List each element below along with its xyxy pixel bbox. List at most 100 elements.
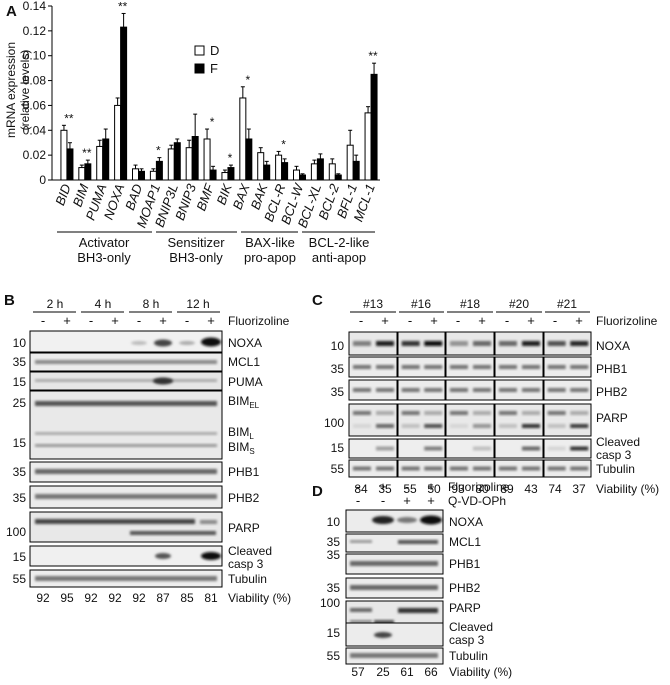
band bbox=[376, 466, 394, 471]
band bbox=[424, 341, 443, 346]
protein-label-noxa: NOXA bbox=[449, 515, 483, 529]
marker: 15 bbox=[13, 375, 27, 389]
category-label: BID bbox=[52, 182, 74, 207]
bar-d bbox=[60, 129, 68, 181]
group-label-activator-2: BH3-only bbox=[77, 250, 131, 265]
group-label-activator-1: Activator bbox=[79, 235, 130, 250]
blot-phb1 bbox=[348, 356, 398, 378]
patient-label: #13 bbox=[363, 297, 383, 311]
viability-row: 84 35 55 50 93 80 89 43 74 37 Viability … bbox=[354, 482, 659, 496]
marker: 35 bbox=[13, 355, 27, 369]
band bbox=[547, 446, 566, 451]
marker: 55 bbox=[331, 462, 345, 476]
bar-f bbox=[84, 163, 92, 181]
marker: 10 bbox=[327, 515, 341, 529]
protein-label-mcl1: MCL1 bbox=[449, 535, 481, 549]
group-label-bax-like-1: BAX-like bbox=[245, 235, 295, 250]
viability-value: 92 bbox=[84, 591, 98, 605]
marker: 100 bbox=[320, 596, 340, 610]
marker: 55 bbox=[327, 649, 341, 663]
protein-label-puma: PUMA bbox=[228, 375, 263, 389]
lane-plus: + bbox=[575, 313, 583, 328]
bar-plot: ************* bbox=[60, 0, 378, 181]
band bbox=[522, 424, 540, 428]
band bbox=[401, 388, 420, 392]
band bbox=[570, 411, 589, 415]
y-tick-label: 0.10 bbox=[23, 49, 47, 63]
bar-d bbox=[185, 147, 193, 181]
lane-plus: + bbox=[207, 313, 215, 328]
lane-minus: - bbox=[137, 313, 141, 328]
band bbox=[547, 365, 566, 369]
protein-label-parp: PARP bbox=[228, 521, 260, 535]
bar-f bbox=[66, 148, 74, 181]
band bbox=[449, 411, 468, 415]
band bbox=[352, 341, 371, 346]
band bbox=[498, 341, 517, 346]
blot-tubulin bbox=[345, 647, 444, 665]
legend-swatch-d bbox=[194, 45, 205, 56]
patient-label: #20 bbox=[509, 297, 529, 311]
treatment-label: Fluorizoline bbox=[228, 314, 290, 328]
row1-symbol: + bbox=[379, 479, 387, 494]
band bbox=[376, 341, 394, 346]
row1-symbol: - bbox=[356, 479, 360, 494]
patient-label: #16 bbox=[411, 297, 431, 311]
band bbox=[352, 411, 371, 415]
band bbox=[547, 424, 566, 428]
band bbox=[522, 466, 540, 471]
viability-value: 57 bbox=[351, 665, 365, 679]
band bbox=[449, 424, 468, 428]
bar-d bbox=[221, 172, 229, 181]
blot-cleaved-casp3 bbox=[348, 438, 398, 459]
blot-phb1 bbox=[397, 356, 446, 378]
group-label-sensitizer-2: BH3-only bbox=[169, 250, 223, 265]
significance-mark: * bbox=[228, 151, 233, 165]
band bbox=[570, 388, 589, 392]
row2-symbol: - bbox=[381, 493, 385, 508]
protein-label-cleaved-1: Cleaved bbox=[228, 544, 272, 558]
band bbox=[522, 411, 540, 415]
blot-tubulin bbox=[445, 459, 495, 478]
band bbox=[424, 411, 443, 415]
blot-tubulin bbox=[348, 459, 398, 478]
band bbox=[498, 388, 517, 392]
viability-value: 93 bbox=[451, 482, 465, 496]
bar-d bbox=[257, 152, 265, 181]
panel-b: B 2 h 4 h 8 h 12 h - + - + - + - + Fluor… bbox=[4, 292, 291, 605]
bar-f bbox=[316, 158, 324, 181]
protein-label-phb1: PHB1 bbox=[228, 465, 260, 479]
band bbox=[570, 446, 589, 451]
blot-noxa bbox=[29, 330, 223, 353]
protein-label-tubulin: Tubulin bbox=[449, 649, 488, 663]
y-tick-label: 0.06 bbox=[23, 98, 47, 112]
marker: 100 bbox=[6, 525, 26, 539]
protein-label-cleaved-1: Cleaved bbox=[596, 435, 640, 449]
legend: D F bbox=[194, 43, 219, 76]
bar-f bbox=[281, 162, 289, 181]
patient-label: #21 bbox=[557, 297, 577, 311]
blot-phb1 bbox=[29, 461, 223, 483]
band bbox=[522, 365, 540, 369]
band bbox=[449, 365, 468, 369]
bar-f bbox=[173, 142, 181, 181]
row1-symbol: + bbox=[427, 479, 435, 494]
viability-value: 85 bbox=[180, 591, 194, 605]
marker: 15 bbox=[327, 626, 341, 640]
band bbox=[401, 466, 420, 471]
blot-noxa bbox=[345, 509, 444, 533]
blot-parp bbox=[494, 403, 544, 437]
group-label-sensitizer-1: Sensitizer bbox=[167, 235, 225, 250]
band bbox=[473, 365, 491, 369]
viability-value: 50 bbox=[427, 482, 441, 496]
viability-value: 61 bbox=[400, 665, 414, 679]
treatment-label-qvd: Q-VD-OPh bbox=[448, 494, 506, 508]
lane-minus: - bbox=[41, 313, 45, 328]
blot-tubulin bbox=[494, 459, 544, 478]
band bbox=[473, 424, 491, 428]
viability-label: Viability (%) bbox=[228, 591, 291, 605]
band bbox=[352, 365, 371, 369]
viability-value: 66 bbox=[424, 665, 438, 679]
protein-label-mcl1: MCL1 bbox=[228, 355, 260, 369]
bar-d bbox=[96, 145, 104, 181]
